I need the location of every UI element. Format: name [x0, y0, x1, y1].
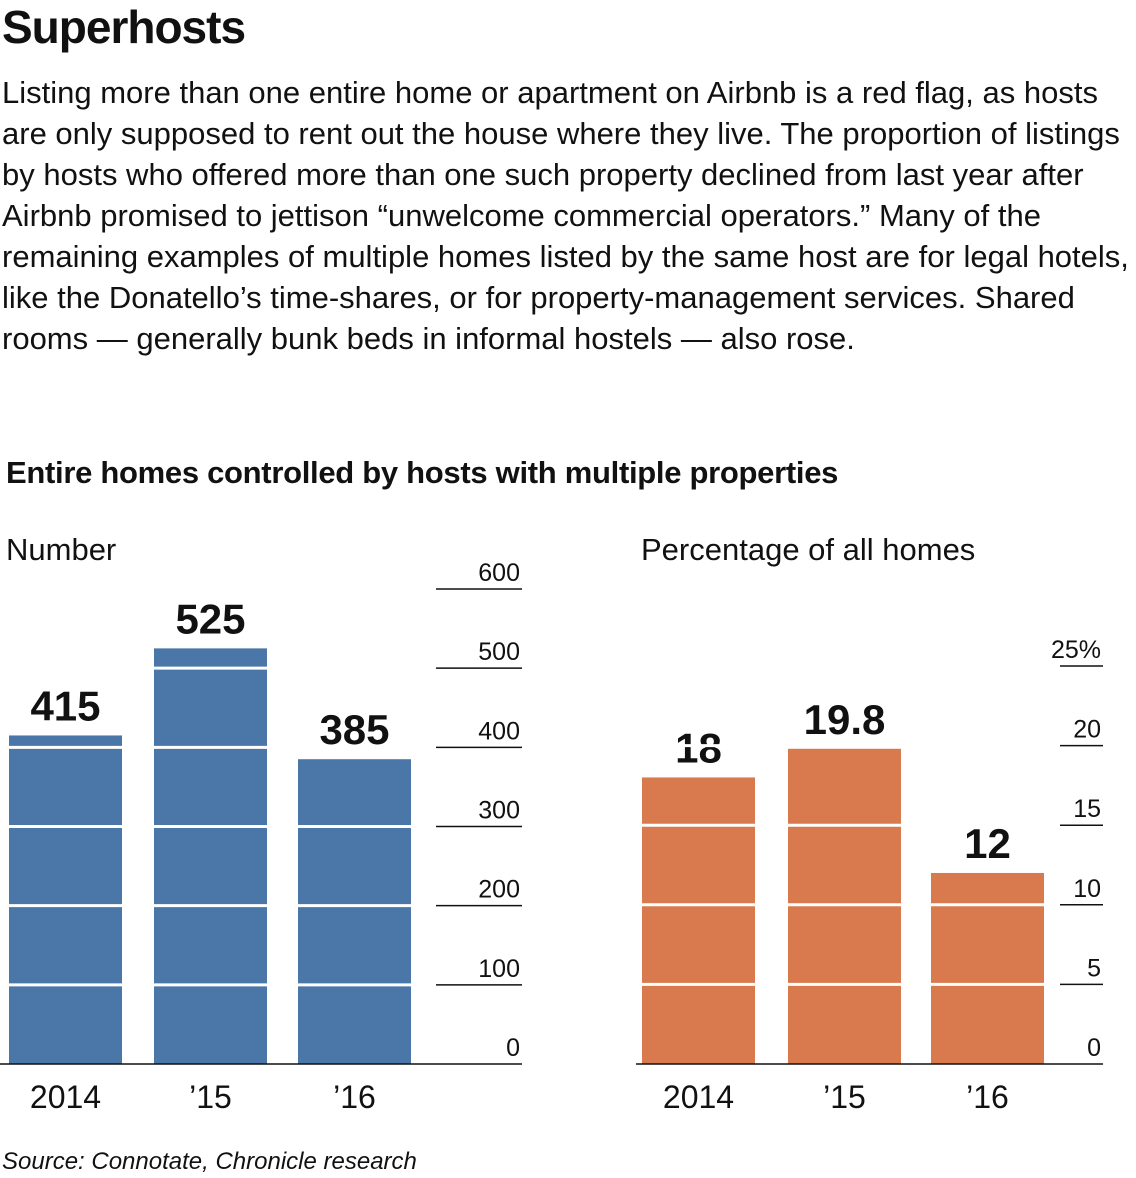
number-category-label-0: 2014: [30, 1079, 101, 1115]
percent-tick-label-5: 25%: [1051, 636, 1101, 664]
percent-tick-label-2: 10: [1073, 875, 1101, 903]
number-tick-label-6: 600: [478, 559, 520, 587]
number-chart: Number 415 2014 525 ’15 385 ’16 0 100 200 300 400 50…: [0, 532, 522, 1115]
percent-chart-title: Percentage of all homes: [641, 532, 975, 567]
number-data-label-1: 525: [175, 595, 245, 642]
percent-tick-label-1: 5: [1087, 954, 1101, 982]
percent-bar-0: [642, 777, 755, 1064]
number-tick-label-2: 200: [478, 876, 520, 904]
number-data-label-0: 415: [30, 682, 100, 729]
percent-tick-label-4: 20: [1073, 716, 1101, 744]
number-tick-label-4: 400: [478, 717, 520, 745]
intro-text: Listing more than one entire home or apa…: [2, 75, 1129, 356]
number-tick-label-1: 100: [478, 955, 520, 983]
percent-tick-label-3: 15: [1073, 795, 1101, 823]
number-chart-title: Number: [6, 532, 116, 567]
number-bar-0: [9, 735, 122, 1064]
number-bar-1: [154, 648, 267, 1064]
source-note: Source: Connotate, Chronicle research: [2, 1148, 417, 1175]
page-title: Superhosts: [2, 1, 246, 53]
percent-data-label-2: 12: [964, 820, 1011, 867]
number-data-label-2: 385: [319, 706, 389, 753]
number-tick-label-3: 300: [478, 797, 520, 825]
number-bar-2: [298, 759, 411, 1064]
number-tick-label-5: 500: [478, 638, 520, 666]
percent-data-label-0: 18: [675, 724, 722, 771]
number-tick-label-0: 0: [506, 1034, 520, 1062]
number-category-label-2: ’16: [333, 1079, 376, 1115]
percent-category-label-2: ’16: [966, 1079, 1009, 1115]
percent-data-label-1: 19.8: [804, 696, 886, 743]
number-category-label-1: ’15: [189, 1079, 232, 1115]
percent-bar-1: [788, 748, 901, 1064]
percent-category-label-0: 2014: [663, 1079, 734, 1115]
percent-bar-2: [931, 872, 1044, 1064]
percent-category-label-1: ’15: [823, 1079, 866, 1115]
chart-subtitle: Entire homes controlled by hosts with mu…: [6, 455, 839, 490]
percentage-chart: Percentage of all homes 18 2014 19.8 ’15 12 ’1…: [636, 532, 1103, 1115]
percent-tick-label-0: 0: [1087, 1034, 1101, 1062]
